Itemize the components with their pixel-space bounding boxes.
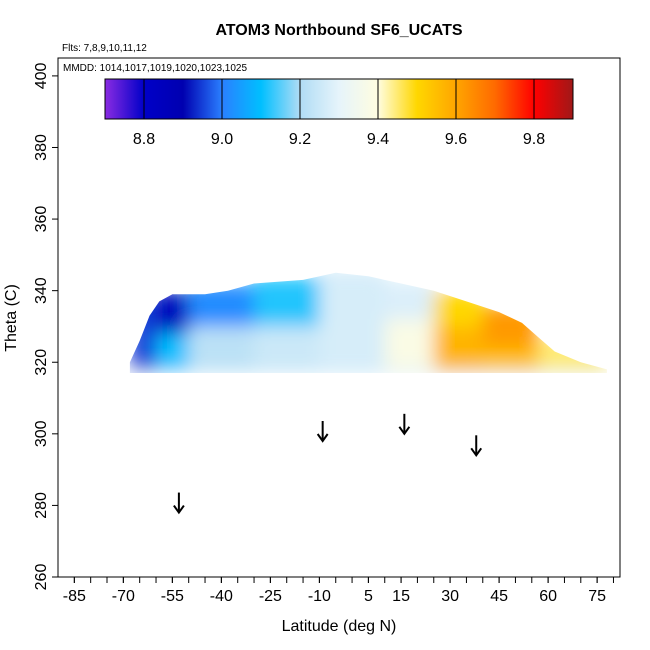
x-tick-label: -55 bbox=[161, 588, 184, 605]
heatmap-cell bbox=[188, 326, 255, 370]
x-tick-label: -40 bbox=[210, 588, 233, 605]
heatmap-field bbox=[129, 272, 607, 373]
heatmap-cell bbox=[156, 290, 189, 334]
arrow-marker bbox=[316, 420, 329, 443]
arrow-marker bbox=[173, 492, 185, 515]
arrow-marker bbox=[470, 435, 483, 458]
x-tick-label: -10 bbox=[308, 588, 331, 605]
colorbar-tick-label: 9.6 bbox=[445, 131, 467, 148]
y-tick-label: 320 bbox=[33, 349, 50, 376]
x-tick-label: -25 bbox=[259, 588, 282, 605]
colorbar-tick-label: 9.2 bbox=[289, 131, 311, 148]
y-tick-label: 380 bbox=[33, 134, 50, 161]
colorbar-tick-label: 9.8 bbox=[523, 131, 545, 148]
heatmap-cell bbox=[254, 276, 320, 327]
chart-title: ATOM3 Northbound SF6_UCATS bbox=[215, 22, 462, 39]
y-tick-label: 280 bbox=[33, 492, 50, 519]
colorbar: 8.8 9.0 9.2 9.4 9.6 9.8 bbox=[104, 78, 574, 148]
colorbar-tick-label: 9.4 bbox=[367, 131, 389, 148]
x-tick-label: -85 bbox=[63, 588, 86, 605]
plot-frame bbox=[57, 57, 621, 578]
heatmap-cell bbox=[254, 326, 320, 370]
heatmap-cell bbox=[538, 337, 607, 370]
arrow-head bbox=[398, 426, 411, 436]
colorbar-gradient bbox=[104, 78, 574, 120]
heatmap-cell bbox=[384, 279, 434, 320]
x-axis-label: Latitude (deg N) bbox=[282, 618, 397, 635]
x-tick-label: 30 bbox=[441, 588, 459, 605]
y-tick-label: 300 bbox=[33, 420, 50, 447]
y-axis-label: Theta (C) bbox=[3, 284, 20, 352]
y-tick-label: 260 bbox=[33, 564, 50, 591]
x-tick-label: 45 bbox=[490, 588, 508, 605]
y-tick-label: 360 bbox=[33, 206, 50, 233]
x-axis: -85 -70 -55 -40 -25 -10 5 15 30 45 60 75 bbox=[63, 577, 614, 605]
x-tick-label: 75 bbox=[588, 588, 606, 605]
heatmap-cell bbox=[433, 290, 483, 327]
colorbar-tick-label: 8.8 bbox=[133, 131, 155, 148]
y-axis: 260 280 300 320 340 360 380 400 bbox=[33, 62, 58, 590]
arrow-head bbox=[470, 447, 483, 458]
heatmap-cell bbox=[384, 319, 434, 370]
dates-label: MMDD: 1014,1017,1019,1020,1023,1025 bbox=[63, 63, 247, 74]
heatmap-cell bbox=[129, 294, 157, 370]
heatmap-cell bbox=[156, 333, 189, 370]
colorbar-tick-label: 9.0 bbox=[211, 131, 233, 148]
y-tick-label: 400 bbox=[33, 62, 50, 89]
arrow-marker bbox=[398, 413, 411, 436]
flights-label: Flts: 7,8,9,10,11,12 bbox=[62, 43, 147, 54]
heatmap-cell bbox=[482, 304, 539, 348]
arrow-head bbox=[316, 433, 329, 443]
heatmap-cell bbox=[319, 272, 385, 370]
arrow-head bbox=[173, 504, 185, 515]
arrow-markers bbox=[173, 413, 483, 515]
heatmap-cell bbox=[188, 283, 255, 327]
heatmap-cell bbox=[433, 326, 483, 370]
x-tick-label: 5 bbox=[364, 588, 373, 605]
heatmap-cell bbox=[482, 347, 539, 370]
y-tick-label: 340 bbox=[33, 277, 50, 304]
x-tick-label: 60 bbox=[539, 588, 557, 605]
x-tick-label: 15 bbox=[392, 588, 410, 605]
x-tick-label: -70 bbox=[112, 588, 135, 605]
